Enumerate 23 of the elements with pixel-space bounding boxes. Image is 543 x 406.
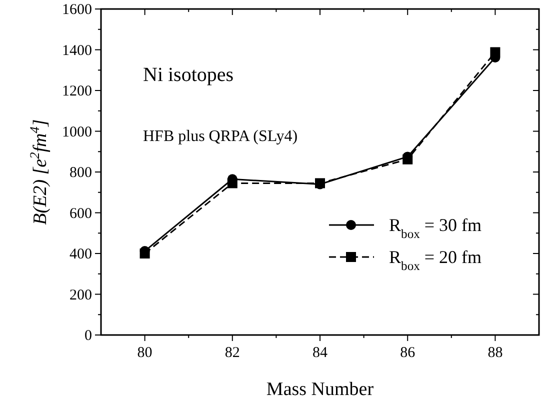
x-axis-title: Mass Number — [266, 379, 374, 400]
annotation: Ni isotopes — [143, 64, 234, 86]
x-tick-label: 88 — [488, 345, 503, 361]
point — [490, 47, 500, 58]
y-tick-label: 1200 — [62, 84, 92, 100]
point — [140, 248, 150, 258]
y-tick-label: 0 — [84, 328, 92, 344]
x-tick-label: 84 — [312, 345, 328, 361]
x-tick-label: 86 — [400, 345, 416, 361]
y-tick-label: 600 — [70, 206, 92, 222]
x-tick-label: 82 — [224, 345, 240, 361]
y-tick-label: 1000 — [62, 124, 92, 140]
y-tick-label: 1600 — [62, 2, 92, 18]
y-tick-label: 800 — [70, 165, 92, 181]
point — [402, 154, 413, 164]
y-tick-label: 200 — [70, 287, 92, 304]
annotation: HFB plus QRPA (SLy4) — [143, 128, 298, 145]
point — [227, 178, 238, 188]
x-tick-label: 80 — [137, 345, 152, 361]
y-tick-label: 1400 — [62, 42, 92, 59]
y-tick-label: 400 — [70, 246, 92, 262]
legend-label: R$_{box}$ = 30 fm — [389, 215, 482, 241]
legend-label: R$_{box}$ = 20 fm — [389, 247, 482, 273]
